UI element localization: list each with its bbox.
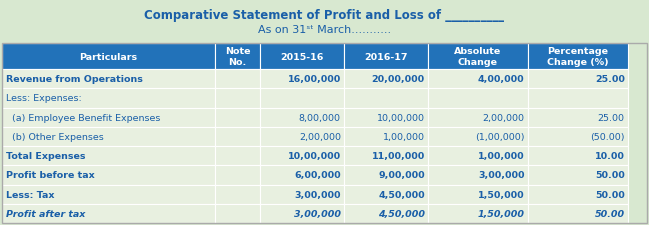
Bar	[428, 108, 528, 127]
Bar	[428, 166, 528, 185]
Text: 1,00,000: 1,00,000	[478, 151, 524, 160]
Text: 16,00,000: 16,00,000	[288, 75, 341, 84]
Text: Less: Expenses:: Less: Expenses:	[6, 94, 82, 103]
Bar	[344, 204, 428, 223]
Text: 50.00: 50.00	[594, 209, 624, 218]
Text: As on 31ˢᵗ March...........: As on 31ˢᵗ March...........	[258, 25, 391, 35]
Text: 2016-17: 2016-17	[364, 52, 408, 61]
Bar	[428, 70, 528, 89]
Bar	[344, 44, 428, 70]
Bar	[428, 127, 528, 146]
Bar	[2, 108, 215, 127]
Bar	[528, 185, 628, 204]
Text: (1,00,000): (1,00,000)	[475, 132, 524, 141]
Text: Less: Tax: Less: Tax	[6, 190, 55, 199]
Bar	[344, 70, 428, 89]
Text: 10,00,000: 10,00,000	[376, 113, 424, 122]
Bar	[2, 44, 215, 70]
Text: Total Expenses: Total Expenses	[6, 151, 86, 160]
Text: Profit before tax: Profit before tax	[6, 171, 95, 180]
Bar	[428, 146, 528, 166]
Bar	[528, 204, 628, 223]
Bar	[2, 185, 215, 204]
Text: 3,00,000: 3,00,000	[295, 190, 341, 199]
Bar	[215, 146, 260, 166]
Text: (a) Employee Benefit Expenses: (a) Employee Benefit Expenses	[6, 113, 160, 122]
Text: Profit after tax: Profit after tax	[6, 209, 86, 218]
Bar	[260, 204, 344, 223]
Bar	[260, 89, 344, 108]
Text: 1,00,000: 1,00,000	[383, 132, 424, 141]
Bar	[215, 108, 260, 127]
Text: 2,00,000: 2,00,000	[483, 113, 524, 122]
Text: Percentage
Change (%): Percentage Change (%)	[547, 47, 609, 67]
Text: 4,00,000: 4,00,000	[478, 75, 524, 84]
Bar	[2, 166, 215, 185]
Bar	[528, 146, 628, 166]
Bar	[2, 127, 215, 146]
Text: 3,00,000: 3,00,000	[294, 209, 341, 218]
Bar	[2, 146, 215, 166]
Bar	[260, 44, 344, 70]
Bar	[344, 127, 428, 146]
Bar	[260, 146, 344, 166]
Text: 4,50,000: 4,50,000	[378, 190, 424, 199]
Bar	[260, 185, 344, 204]
Text: 25.00: 25.00	[594, 75, 624, 84]
Text: 4,50,000: 4,50,000	[378, 209, 424, 218]
Text: Absolute
Change: Absolute Change	[454, 47, 501, 67]
Bar	[215, 204, 260, 223]
Bar	[260, 108, 344, 127]
Bar	[2, 204, 215, 223]
Bar	[428, 185, 528, 204]
Text: 1,50,000: 1,50,000	[478, 190, 524, 199]
Bar	[344, 108, 428, 127]
Bar	[215, 89, 260, 108]
Bar	[428, 204, 528, 223]
Bar	[528, 166, 628, 185]
Text: Particulars: Particulars	[79, 52, 138, 61]
Text: 20,00,000: 20,00,000	[372, 75, 424, 84]
Bar	[428, 89, 528, 108]
Bar	[528, 89, 628, 108]
Text: 2015-16: 2015-16	[280, 52, 324, 61]
Text: (b) Other Expenses: (b) Other Expenses	[6, 132, 104, 141]
Text: 9,00,000: 9,00,000	[378, 171, 424, 180]
Bar	[215, 166, 260, 185]
Text: 6,00,000: 6,00,000	[294, 171, 341, 180]
Bar	[260, 127, 344, 146]
Text: 8,00,000: 8,00,000	[299, 113, 341, 122]
Text: 10,00,000: 10,00,000	[288, 151, 341, 160]
Text: 1,50,000: 1,50,000	[478, 209, 524, 218]
Bar	[428, 44, 528, 70]
Text: 10.00: 10.00	[594, 151, 624, 160]
Bar	[528, 70, 628, 89]
Bar	[528, 127, 628, 146]
Bar	[528, 108, 628, 127]
Bar	[215, 44, 260, 70]
Bar	[2, 89, 215, 108]
Bar	[344, 146, 428, 166]
Bar	[528, 44, 628, 70]
Text: (50.00): (50.00)	[590, 132, 624, 141]
Bar	[215, 127, 260, 146]
Text: Note
No.: Note No.	[225, 47, 250, 67]
Bar	[260, 70, 344, 89]
Bar	[344, 185, 428, 204]
Text: Revenue from Operations: Revenue from Operations	[6, 75, 143, 84]
Text: Comparative Statement of Profit and Loss of __________: Comparative Statement of Profit and Loss…	[145, 9, 504, 22]
Bar	[2, 44, 647, 223]
Bar	[215, 70, 260, 89]
Bar	[344, 89, 428, 108]
Bar	[215, 185, 260, 204]
Bar	[344, 166, 428, 185]
Text: 50.00: 50.00	[595, 171, 624, 180]
Text: 3,00,000: 3,00,000	[478, 171, 524, 180]
Text: 25.00: 25.00	[598, 113, 624, 122]
Text: 11,00,000: 11,00,000	[371, 151, 424, 160]
Bar	[260, 166, 344, 185]
Bar	[2, 70, 215, 89]
Text: 50.00: 50.00	[595, 190, 624, 199]
Text: 2,00,000: 2,00,000	[299, 132, 341, 141]
